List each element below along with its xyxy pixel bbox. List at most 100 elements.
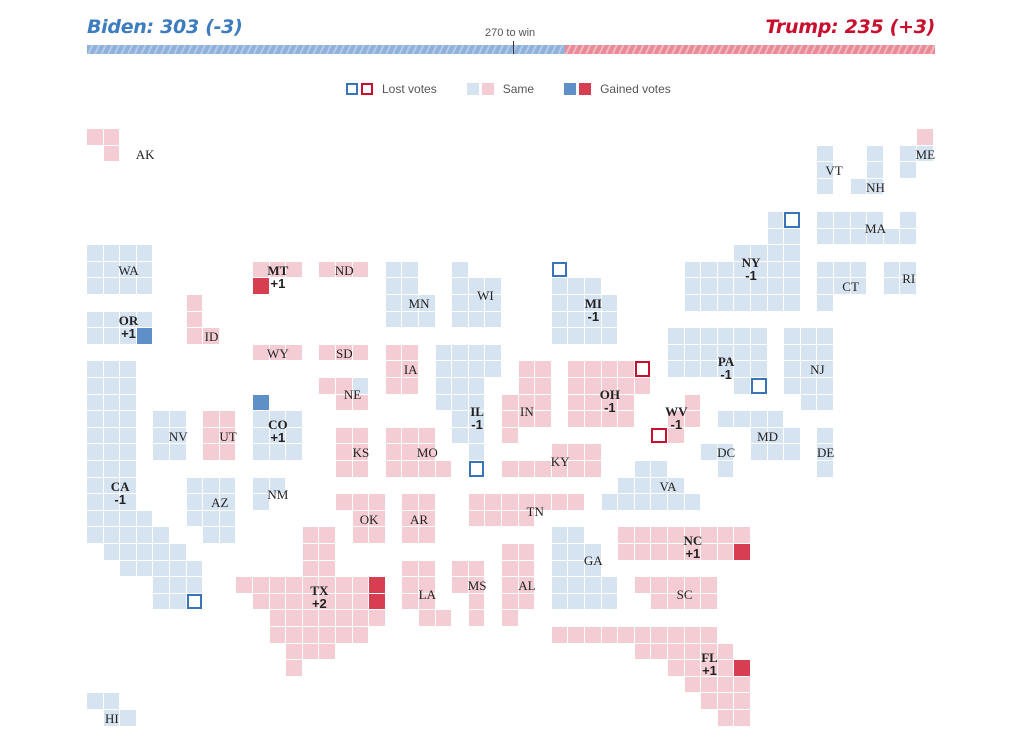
tile-wi bbox=[485, 295, 501, 311]
tile-fl bbox=[734, 710, 750, 726]
tile-md bbox=[751, 444, 767, 460]
tile-mi bbox=[585, 295, 601, 311]
tile-oh bbox=[585, 394, 601, 411]
tile-il bbox=[468, 411, 485, 427]
tile-or bbox=[87, 311, 103, 328]
tile-co bbox=[286, 444, 302, 460]
tile-nh bbox=[867, 178, 883, 195]
tile-mi bbox=[551, 295, 568, 311]
tile-ky bbox=[585, 461, 601, 477]
threshold-marker bbox=[512, 41, 514, 54]
state-label-mi: MI -1 bbox=[584, 296, 602, 324]
tile-la bbox=[435, 610, 452, 626]
tile-ok bbox=[352, 510, 369, 527]
state-label-il: IL -1 bbox=[470, 403, 484, 432]
tile-va bbox=[651, 477, 667, 494]
tile-il bbox=[468, 444, 485, 460]
tile-fl bbox=[668, 643, 684, 660]
tile-nj bbox=[817, 344, 833, 361]
tile-mo bbox=[419, 461, 435, 477]
tile-fl bbox=[717, 693, 734, 709]
tile-ca bbox=[120, 560, 136, 577]
tile-ut bbox=[203, 444, 219, 460]
tile-il bbox=[468, 394, 485, 411]
tile-ks bbox=[352, 461, 369, 477]
tile-va bbox=[651, 461, 667, 477]
tile-pa bbox=[751, 378, 767, 394]
tile-tn bbox=[485, 494, 501, 510]
legend-same-dem-swatch bbox=[466, 83, 479, 95]
tile-mn bbox=[419, 295, 435, 311]
tile-md bbox=[767, 411, 784, 427]
tile-sc bbox=[668, 577, 684, 593]
tile-id bbox=[186, 311, 203, 328]
tile-tx bbox=[319, 610, 335, 626]
tile-ny bbox=[784, 261, 800, 278]
tile-pa bbox=[717, 328, 734, 344]
tile-or bbox=[136, 311, 153, 328]
tile-tx bbox=[352, 593, 369, 610]
tile-ia bbox=[385, 344, 402, 361]
tile-ia bbox=[402, 344, 418, 361]
tile-fl bbox=[634, 627, 651, 643]
tile-ma bbox=[867, 212, 883, 228]
tile-mn bbox=[385, 311, 402, 328]
tile-mi bbox=[551, 328, 568, 344]
tile-ca bbox=[153, 527, 169, 543]
tile-ut bbox=[219, 444, 236, 460]
tile-ca bbox=[120, 427, 136, 444]
tile-va bbox=[634, 494, 651, 510]
tile-il bbox=[468, 361, 485, 377]
tile-sc bbox=[684, 593, 701, 610]
tile-nc bbox=[618, 527, 634, 543]
tile-sc bbox=[651, 577, 667, 593]
tile-ga bbox=[551, 593, 568, 610]
tile-az bbox=[203, 494, 219, 510]
tile-hi bbox=[87, 693, 103, 709]
tile-ny bbox=[767, 245, 784, 261]
tile-in bbox=[518, 378, 535, 394]
tile-ms bbox=[468, 593, 485, 610]
tile-il bbox=[452, 411, 468, 427]
tile-pa bbox=[684, 361, 701, 377]
state-label-fl: FL +1 bbox=[701, 649, 718, 678]
tile-ca bbox=[103, 461, 120, 477]
state-label-ms: MS bbox=[467, 578, 487, 594]
tile-mo bbox=[419, 427, 435, 444]
tile-ca bbox=[120, 361, 136, 377]
state-label-wv: WV -1 bbox=[665, 403, 688, 432]
tile-ca bbox=[103, 427, 120, 444]
tile-nc bbox=[634, 527, 651, 543]
tile-ga bbox=[585, 560, 601, 577]
tile-oh bbox=[618, 361, 634, 377]
tile-az bbox=[219, 494, 236, 510]
tile-fl bbox=[717, 643, 734, 660]
tile-ok bbox=[369, 494, 385, 510]
tile-ny bbox=[784, 212, 800, 228]
tile-tx bbox=[286, 660, 302, 676]
state-label-or: OR +1 bbox=[118, 312, 139, 341]
tile-nc bbox=[668, 544, 684, 560]
tile-tx bbox=[352, 577, 369, 593]
tile-ct bbox=[817, 295, 833, 311]
tile-nv bbox=[153, 427, 169, 444]
tile-pa bbox=[751, 328, 767, 344]
legend-gained-label: Gained votes bbox=[600, 82, 671, 96]
tile-il bbox=[435, 361, 452, 377]
tile-nh bbox=[850, 178, 867, 195]
tile-ky bbox=[551, 444, 568, 460]
tile-ma bbox=[850, 212, 867, 228]
tile-ny bbox=[734, 245, 750, 261]
tile-ct bbox=[817, 261, 833, 278]
tile-mn bbox=[402, 261, 418, 278]
tile-oh bbox=[601, 411, 618, 427]
tile-fl bbox=[701, 627, 717, 643]
tile-ca bbox=[103, 544, 120, 560]
state-label-tx: TX +2 bbox=[310, 583, 329, 612]
tile-mt bbox=[253, 278, 269, 294]
tile-mo bbox=[402, 461, 418, 477]
tile-oh bbox=[634, 361, 651, 377]
tile-oh bbox=[585, 378, 601, 394]
tile-pa bbox=[734, 344, 750, 361]
tile-nm bbox=[253, 477, 269, 494]
